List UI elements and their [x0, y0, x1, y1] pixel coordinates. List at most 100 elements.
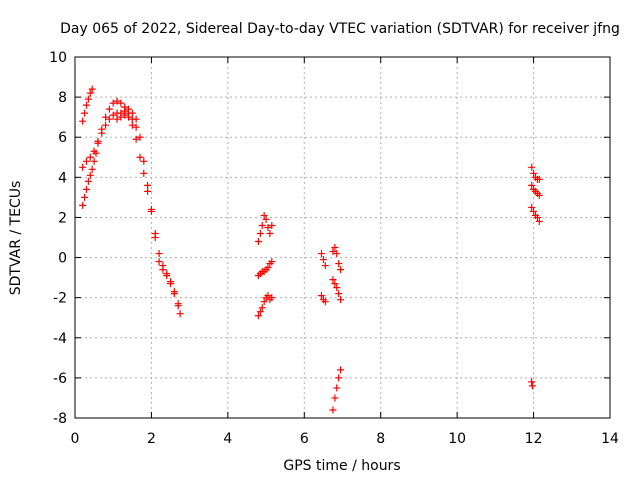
data-point — [329, 276, 337, 284]
data-point — [329, 248, 337, 256]
x-tick-label: 0 — [71, 431, 80, 447]
series-sat-h — [317, 250, 329, 270]
data-point — [113, 115, 121, 123]
data-point — [151, 234, 159, 241]
data-point — [254, 238, 262, 246]
data-point — [109, 99, 117, 107]
data-point — [262, 215, 270, 223]
data-point — [140, 169, 148, 177]
data-point — [331, 394, 339, 402]
y-tick-label: -4 — [53, 331, 67, 347]
data-point — [132, 115, 140, 123]
data-point — [260, 211, 268, 219]
data-point — [82, 185, 90, 193]
data-point — [128, 109, 136, 117]
data-point — [144, 181, 152, 189]
data-point — [144, 187, 152, 195]
data-point — [167, 280, 175, 288]
data-point — [260, 298, 268, 306]
data-point — [90, 157, 98, 165]
data-point — [105, 105, 113, 113]
data-point — [535, 175, 543, 183]
series-sat-m — [528, 163, 543, 183]
data-point — [528, 181, 536, 189]
data-point — [256, 308, 264, 316]
data-point — [335, 374, 343, 382]
data-point — [333, 284, 341, 292]
data-point — [84, 95, 92, 103]
data-point — [174, 302, 182, 310]
series-sat-d — [113, 105, 182, 310]
series-sat-f — [254, 258, 276, 280]
series-sat-l — [329, 366, 345, 414]
data-point — [155, 250, 163, 258]
data-point — [258, 221, 266, 229]
y-axis-title: SDTVAR / TECUs — [8, 181, 24, 296]
data-point — [528, 382, 536, 390]
data-point — [159, 266, 167, 274]
x-axis-title: GPS time / hours — [283, 458, 400, 474]
grid-lines — [75, 57, 610, 418]
data-point — [331, 244, 339, 252]
data-point — [86, 153, 94, 161]
data-point — [84, 177, 92, 185]
y-tick-labels: -8 -6 -4 -2 0 2 4 6 8 10 — [49, 50, 67, 427]
series-sat-k — [329, 276, 345, 304]
data-point — [140, 157, 148, 165]
y-tick-label: -2 — [53, 291, 67, 307]
data-point — [258, 304, 266, 312]
series-sat-e — [254, 211, 276, 246]
data-point — [86, 89, 94, 97]
data-point — [528, 203, 536, 211]
data-point — [268, 258, 276, 266]
x-tick-label: 14 — [601, 431, 619, 447]
data-point — [268, 221, 276, 229]
y-tick-label: 0 — [58, 251, 67, 267]
data-point — [268, 294, 276, 302]
y-tick-label: 6 — [58, 130, 67, 146]
data-point — [102, 113, 110, 121]
data-point — [109, 111, 117, 119]
data-point — [147, 205, 155, 213]
data-point — [82, 101, 90, 109]
x-tick-label: 2 — [147, 431, 156, 447]
data-point — [136, 133, 144, 141]
data-point — [121, 107, 129, 115]
series-sat-i — [317, 292, 329, 306]
x-tick-label: 10 — [448, 431, 466, 447]
data-point — [333, 250, 341, 258]
data-point — [333, 384, 341, 392]
series-sat-c — [79, 97, 140, 209]
data-point — [88, 85, 96, 93]
data-point — [92, 149, 100, 157]
data-point — [335, 290, 343, 298]
data-point — [321, 298, 329, 306]
data-point — [530, 207, 538, 215]
y-tick-label: -8 — [53, 411, 67, 427]
data-point — [533, 213, 541, 221]
data-point — [128, 121, 136, 129]
y-tick-label: 8 — [58, 90, 67, 106]
data-point — [105, 115, 113, 123]
data-point — [264, 223, 272, 231]
series-sat-o — [528, 203, 543, 225]
data-point — [136, 153, 144, 161]
data-point — [528, 378, 536, 386]
x-tick-label: 12 — [525, 431, 543, 447]
plot-frame — [74, 56, 611, 419]
data-point — [337, 366, 345, 374]
data-point — [264, 292, 272, 300]
data-point — [170, 290, 178, 298]
data-point — [329, 406, 337, 414]
data-point — [254, 312, 262, 320]
data-point — [155, 258, 163, 266]
series-sat-p — [528, 378, 536, 390]
data-point — [113, 97, 121, 105]
data-point — [319, 256, 327, 264]
data-point — [117, 113, 125, 121]
data-point — [125, 105, 132, 113]
x-tick-label: 6 — [300, 431, 309, 447]
y-tick-label: 2 — [58, 210, 67, 226]
y-tick-label: 10 — [49, 50, 67, 66]
